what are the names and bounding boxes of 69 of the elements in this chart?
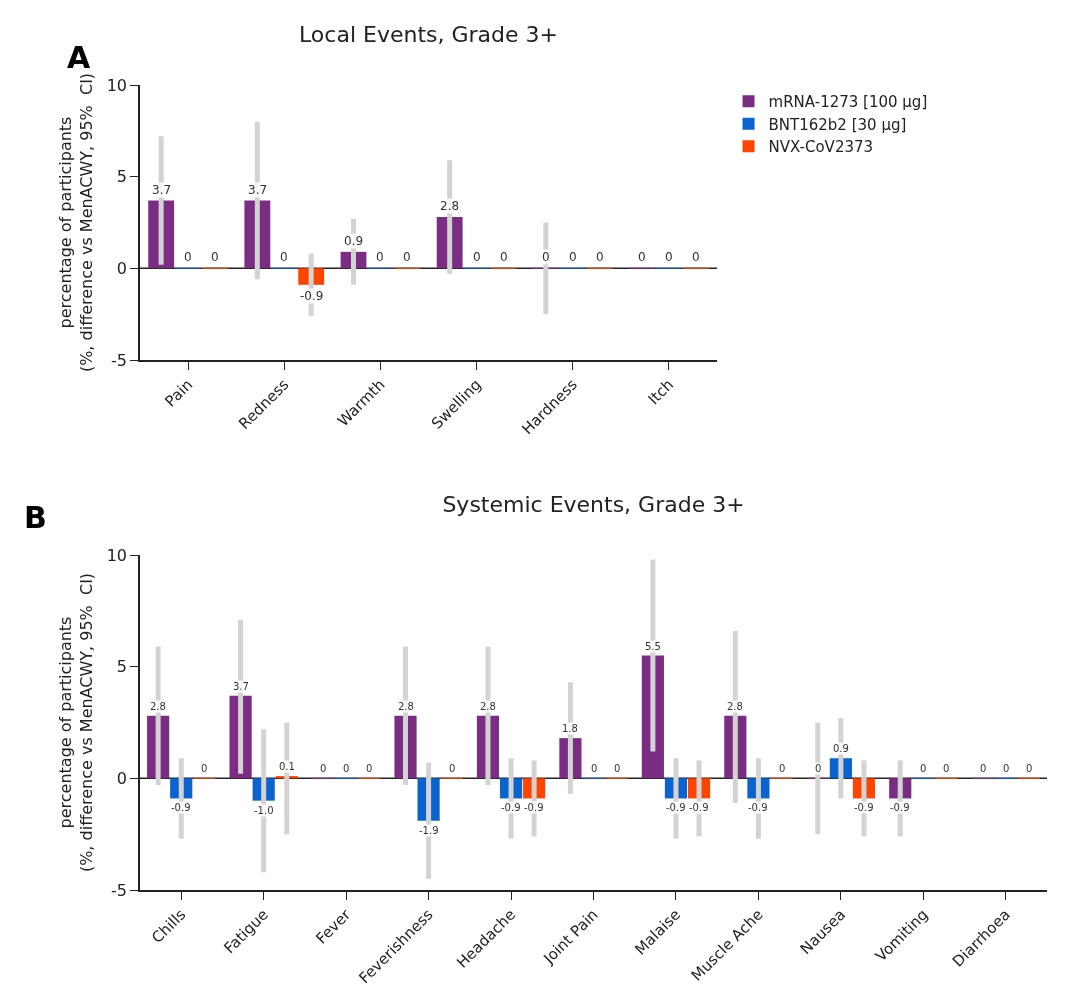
data-label: 0 (596, 250, 604, 264)
chart-title: Systemic Events, Grade 3+ (442, 491, 745, 517)
data-label: -1.0 (254, 805, 274, 816)
y-tick-label: -5 (111, 880, 128, 900)
data-label: 0 (201, 763, 208, 774)
data-label: 0 (500, 250, 508, 264)
data-label: 0 (614, 763, 621, 774)
data-label: 1.8 (562, 723, 578, 734)
data-label: 0 (591, 763, 598, 774)
data-label: -0.9 (854, 802, 874, 813)
y-axis-title: percentage of participants (%, difference vs MenACWY, 95% CI) (56, 72, 97, 373)
data-label: 0 (638, 250, 646, 264)
legend-label: mRNA-1273 [100 µg] (768, 93, 928, 112)
data-label: 2.8 (150, 701, 166, 712)
data-label: 0 (1026, 763, 1033, 774)
data-label: 0 (184, 250, 192, 264)
chart-title: Local Events, Grade 3+ (299, 21, 558, 47)
text: A (67, 40, 91, 75)
data-label: -0.9 (501, 802, 521, 813)
y-tick-label: -5 (111, 350, 128, 370)
data-label: 0.1 (279, 761, 295, 772)
data-label: 0 (449, 763, 456, 774)
data-label: 0 (815, 763, 822, 774)
data-label: 0 (1003, 763, 1010, 774)
data-label: 0 (569, 250, 577, 264)
data-label: -0.9 (890, 802, 910, 813)
y-tick-label: 0 (116, 768, 128, 788)
data-label: 3.7 (248, 183, 268, 197)
data-label: -0.9 (171, 802, 191, 813)
y-tick-label: 10 (106, 545, 128, 565)
data-label: 0 (779, 763, 786, 774)
data-label: 0 (692, 250, 700, 264)
data-label: 0 (343, 763, 350, 774)
legend-label: NVX-CoV2373 (768, 138, 874, 157)
data-label: 2.8 (398, 701, 414, 712)
legend-label: BNT162b2 [30 µg] (768, 115, 907, 134)
data-label: 0.9 (833, 743, 849, 754)
data-label: 0 (403, 250, 411, 264)
data-label: 2.8 (727, 701, 743, 712)
data-label: 0 (211, 250, 219, 264)
y-tick-label: 10 (106, 75, 128, 95)
y-tick-label: 5 (116, 657, 128, 677)
data-label: 0 (473, 250, 481, 264)
data-label: 0 (376, 250, 384, 264)
data-label: 5.5 (645, 641, 661, 652)
data-label: -0.9 (524, 802, 544, 813)
data-label: -0.9 (689, 802, 709, 813)
data-label: 2.8 (440, 199, 460, 213)
data-label: 0 (920, 763, 927, 774)
y-tick-label: 0 (116, 258, 128, 278)
x-tick-label: Itch (644, 375, 678, 409)
data-label: 0 (542, 250, 550, 264)
data-label: 3.7 (152, 183, 172, 197)
y-axis-title: percentage of participants (%, difference vs MenACWY, 95% CI) (56, 572, 97, 873)
data-label: 0 (366, 763, 373, 774)
data-label: -1.9 (419, 825, 439, 836)
y-tick-label: 5 (116, 167, 128, 187)
data-label: 3.7 (233, 681, 249, 692)
data-label: 0 (980, 763, 987, 774)
data-label: 0 (943, 763, 950, 774)
data-label: -0.9 (666, 802, 686, 813)
data-label: 0 (280, 250, 288, 264)
data-label: 0.9 (344, 234, 364, 248)
text: B (24, 500, 47, 535)
data-label: -0.9 (748, 802, 768, 813)
data-label: 2.8 (480, 701, 496, 712)
data-label: -0.9 (300, 289, 324, 303)
data-label: 0 (665, 250, 673, 264)
data-label: 0 (320, 763, 327, 774)
